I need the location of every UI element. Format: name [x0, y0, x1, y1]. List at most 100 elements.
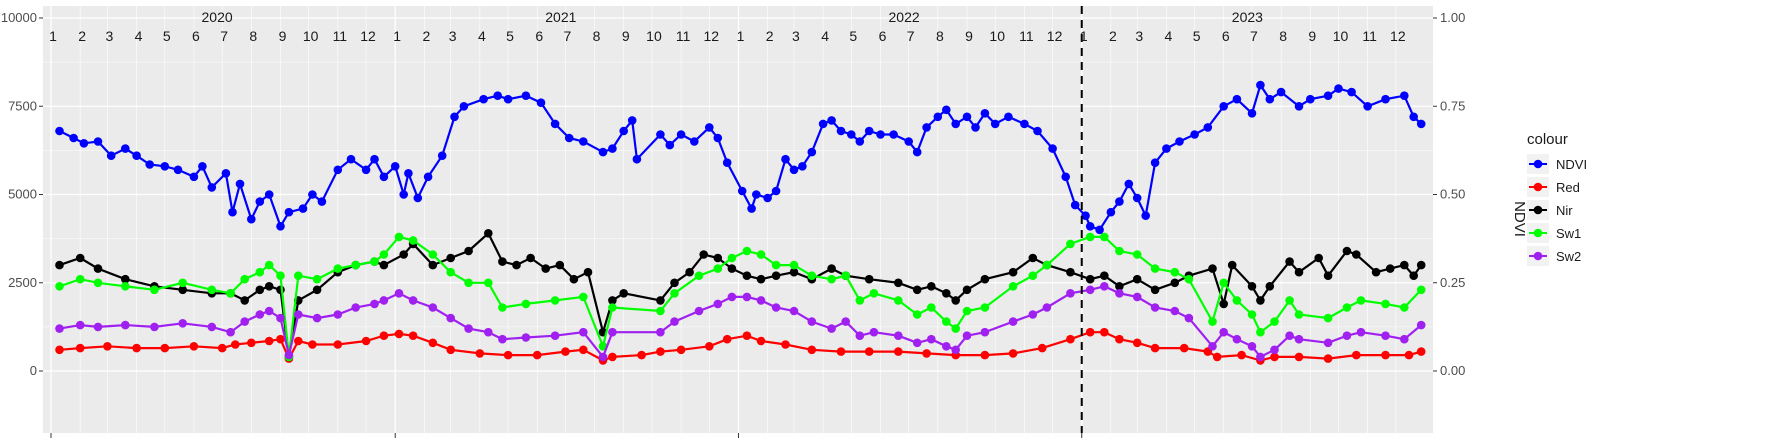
data-point-nir — [1208, 264, 1217, 273]
data-point-sw2 — [1323, 338, 1333, 348]
data-point-sw2 — [1356, 327, 1366, 337]
data-point-red — [160, 343, 170, 353]
data-point-ndvi — [173, 165, 183, 175]
data-point-sw1 — [579, 292, 588, 302]
year-label: 2020 — [202, 9, 233, 25]
data-point-sw2 — [1294, 334, 1304, 344]
data-point-nir — [1409, 271, 1418, 281]
data-point-sw1 — [1150, 264, 1160, 273]
data-point-sw2 — [333, 310, 343, 319]
data-point-sw2 — [1400, 334, 1409, 344]
data-point-sw1 — [484, 278, 493, 288]
data-point-nir — [927, 282, 936, 291]
data-point-ndvi — [855, 137, 865, 146]
month-label: 2 — [78, 28, 86, 44]
data-point-ndvi — [1162, 144, 1171, 153]
data-point-sw2 — [1247, 342, 1257, 351]
data-point-red — [1085, 327, 1095, 337]
data-point-nir — [1227, 260, 1237, 270]
data-point-nir — [121, 274, 130, 284]
right-tick-label: 0.50 — [1440, 187, 1465, 202]
data-point-sw1 — [608, 303, 617, 312]
data-point-nir — [742, 271, 752, 281]
data-point-ndvi — [1219, 102, 1228, 111]
data-point-sw2 — [1285, 331, 1294, 341]
month-label: 11 — [1019, 28, 1034, 44]
data-point-red — [1066, 334, 1075, 344]
right-tick-label: 0.75 — [1440, 98, 1465, 113]
data-point-nir — [619, 289, 628, 298]
data-point-sw1 — [1028, 271, 1038, 281]
month-label: 3 — [792, 28, 800, 44]
left-tick-label: 2500 — [8, 275, 37, 290]
data-point-sw1 — [894, 296, 903, 305]
month-label: 10 — [303, 28, 319, 44]
left-tick-label: 0 — [30, 363, 37, 378]
data-point-ndvi — [598, 147, 608, 157]
data-point-sw2 — [1256, 352, 1265, 362]
data-point-ndvi — [1400, 91, 1409, 100]
data-point-ndvi — [1020, 119, 1029, 129]
data-point-ndvi — [627, 116, 637, 125]
series-ndvi — [55, 80, 1426, 235]
month-label: 1 — [393, 28, 401, 44]
data-point-sw2 — [226, 327, 235, 337]
data-point-ndvi — [437, 151, 447, 160]
data-point-ndvi — [228, 207, 237, 217]
data-point-nir — [276, 285, 285, 295]
data-point-sw1 — [207, 285, 217, 295]
month-label: 10 — [989, 28, 1005, 44]
data-point-sw2 — [942, 342, 951, 351]
month-label: 6 — [192, 28, 200, 44]
month-label: 5 — [849, 28, 857, 44]
data-point-sw1 — [333, 264, 343, 273]
data-point-sw1 — [1381, 299, 1390, 309]
data-point-sw1 — [1085, 232, 1095, 242]
data-point-ndvi — [503, 94, 513, 104]
data-point-sw1 — [927, 303, 936, 312]
data-point-nir — [1285, 257, 1294, 266]
data-point-sw1 — [498, 303, 507, 312]
data-point-nir — [1265, 282, 1275, 291]
data-point-sw1 — [1323, 313, 1333, 323]
data-point-red — [394, 329, 404, 339]
data-point-ndvi — [550, 119, 560, 129]
data-point-ndvi — [390, 162, 400, 171]
data-point-ndvi — [807, 147, 817, 157]
data-point-sw1 — [1100, 232, 1109, 242]
data-point-sw2 — [608, 327, 617, 337]
data-point-ndvi — [1124, 179, 1134, 189]
month-label: 10 — [1333, 28, 1349, 44]
data-point-ndvi — [632, 154, 642, 164]
data-point-sw2 — [1042, 303, 1052, 312]
month-label: 9 — [622, 28, 630, 44]
series-sw1 — [55, 232, 1426, 362]
data-point-ndvi — [1334, 84, 1343, 93]
data-point-ndvi — [55, 126, 64, 136]
data-point-red — [475, 349, 485, 358]
data-point-ndvi — [379, 172, 389, 182]
right-axis: 0.00 0.25 0.50 0.75 1.00 — [1433, 10, 1465, 378]
data-point-ndvi — [1070, 200, 1080, 210]
data-point-sw2 — [550, 331, 560, 341]
month-label: 7 — [907, 28, 915, 44]
data-point-ndvi — [827, 116, 836, 125]
data-point-ndvi — [705, 123, 714, 132]
data-point-ndvi — [1347, 87, 1356, 97]
month-label: 5 — [506, 28, 514, 44]
data-point-sw1 — [464, 278, 473, 288]
data-point-ndvi — [665, 140, 675, 150]
data-point-sw2 — [827, 324, 836, 333]
data-point-ndvi — [1306, 94, 1315, 104]
data-point-nir — [1323, 271, 1333, 281]
data-point-ndvi — [933, 112, 943, 122]
data-point-ndvi — [752, 190, 761, 199]
data-point-red — [231, 340, 240, 349]
data-point-sw1 — [1170, 267, 1180, 277]
data-point-sw2 — [1028, 310, 1038, 319]
data-point-ndvi — [763, 193, 772, 203]
x-axis — [50, 433, 1083, 438]
data-point-ndvi — [221, 169, 231, 178]
data-point-ndvi — [1132, 193, 1142, 203]
data-point-nir — [699, 250, 708, 259]
